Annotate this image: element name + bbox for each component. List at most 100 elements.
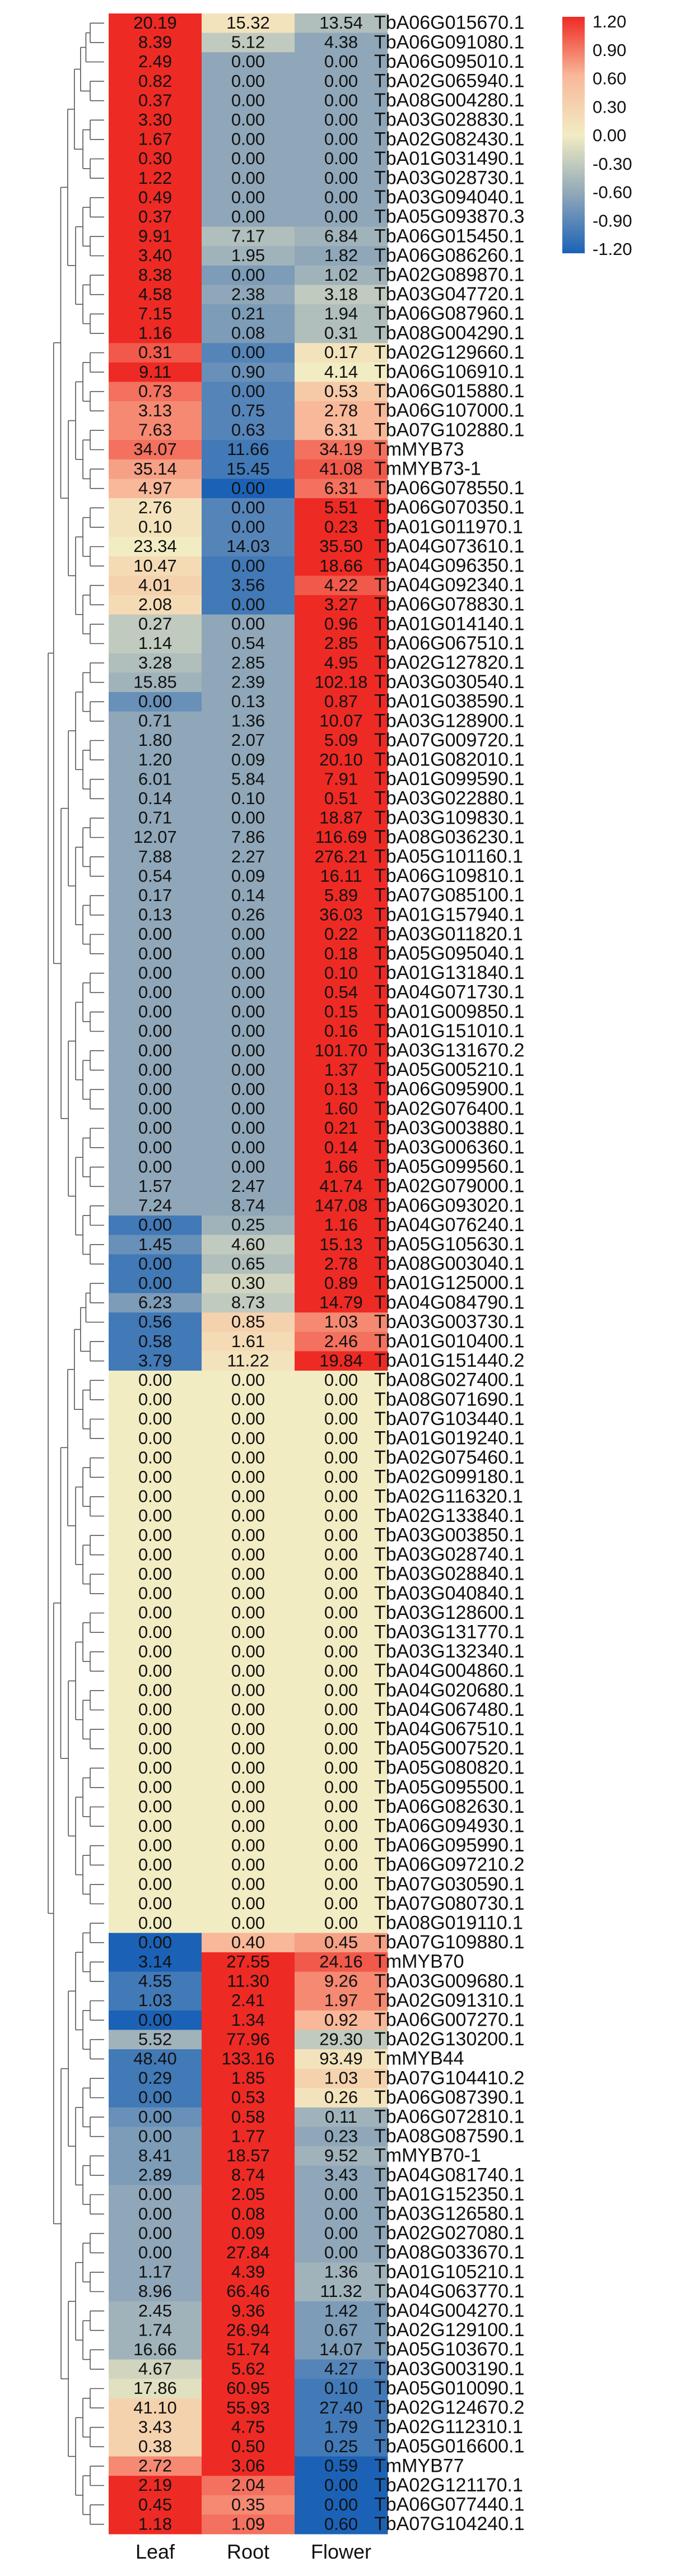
cell-value-label: 0.22 [324, 924, 358, 944]
cell-value-label: 0.26 [324, 2087, 358, 2107]
heatmap-cell [295, 1157, 388, 1177]
heatmap-cell [295, 1041, 388, 1061]
cell-value-label: 7.17 [231, 226, 265, 246]
cell-value-label: 51.74 [226, 2340, 270, 2359]
cell-value-label: 0.75 [231, 401, 265, 420]
heatmap-cell [202, 265, 295, 285]
row-label: TbA02G027080.1 [374, 2222, 524, 2244]
heatmap-cell [295, 33, 388, 53]
cell-value-label: 0.08 [231, 323, 265, 343]
heatmap-cell [202, 672, 295, 693]
heatmap-cell [202, 440, 295, 460]
heatmap-cell [295, 556, 388, 576]
cell-value-label: 0.09 [231, 2223, 265, 2243]
row-label: TbA01G010400.1 [374, 1330, 524, 1352]
cell-value-label: 14.07 [319, 2340, 363, 2359]
cell-value-label: 0.00 [138, 1254, 172, 1273]
heatmap-cell [109, 983, 202, 1003]
cell-value-label: 16.11 [320, 866, 362, 885]
heatmap-cell [202, 1545, 295, 1565]
row-label: TmMYB44 [374, 2048, 464, 2069]
heatmap-cell [295, 2398, 388, 2418]
heatmap-cell [202, 1487, 295, 1507]
cell-value-label: 0.00 [138, 963, 172, 982]
row-label: TbA03G022880.1 [374, 788, 524, 809]
colorbar-tick-label: -0.90 [593, 211, 632, 230]
row-dendrogram [48, 22, 104, 2525]
cell-value-label: 276.21 [315, 847, 368, 866]
cell-value-label: 0.00 [138, 1002, 172, 1022]
heatmap-cell [109, 2417, 202, 2438]
heatmap-cell [202, 1371, 295, 1391]
cell-value-label: 0.00 [138, 1487, 172, 1506]
heatmap-cell [295, 789, 388, 809]
cell-value-label: 0.54 [324, 982, 358, 1002]
cell-value-label: 0.09 [231, 866, 265, 885]
heatmap-cell [295, 1874, 388, 1895]
cell-value-label: 15.13 [319, 1234, 363, 1254]
row-label: TbA06G095010.1 [374, 51, 524, 72]
cell-value-label: 3.28 [138, 653, 172, 672]
row-label: TbA01G009850.1 [374, 1001, 524, 1022]
cell-value-label: 0.67 [324, 2320, 358, 2340]
cell-value-label: 101.70 [315, 1041, 368, 1060]
cell-value-label: 0.00 [138, 1622, 172, 1642]
cell-value-label: 0.00 [138, 1835, 172, 1855]
cell-value-label: 0.00 [231, 1797, 265, 1816]
row-label: TbA05G099560.1 [374, 1156, 524, 1177]
cell-value-label: 0.53 [231, 2087, 265, 2107]
row-label: TbA05G007520.1 [374, 1738, 524, 1759]
colorbar-tick-label: -0.60 [593, 183, 632, 202]
cell-value-label: 0.54 [138, 866, 172, 885]
row-label: TmMYB70 [374, 1951, 464, 1972]
cell-value-label: 8.38 [138, 265, 172, 285]
heatmap-cell [295, 2204, 388, 2224]
heatmap-cell [295, 769, 388, 790]
heatmap-cell [202, 2146, 295, 2166]
cell-value-label: 0.17 [138, 885, 172, 905]
heatmap-cell [202, 1777, 295, 1798]
row-label: TbA08G004290.1 [374, 322, 524, 344]
row-label: TbA06G107000.1 [374, 400, 524, 421]
cell-value-label: 0.16 [324, 1021, 358, 1041]
colorbar-tick-label: 0.90 [593, 40, 626, 60]
heatmap-cell [109, 343, 202, 363]
heatmap-cell [109, 1525, 202, 1545]
heatmap-cell [109, 1254, 202, 1274]
heatmap-cell [202, 1080, 295, 1100]
cell-value-label: 11.32 [320, 2281, 362, 2301]
cell-value-label: 1.20 [138, 750, 172, 769]
heatmap-cell [109, 1118, 202, 1139]
cell-value-label: 7.86 [231, 827, 265, 847]
row-label: TbA02G075460.1 [374, 1447, 524, 1468]
row-label: TbA03G094040.1 [374, 187, 524, 208]
cell-value-label: 1.74 [138, 2320, 172, 2340]
heatmap-cell [295, 2107, 388, 2127]
cell-value-label: 5.51 [324, 498, 358, 517]
row-label: TbA03G009680.1 [374, 1970, 524, 1992]
cell-value-label: 0.82 [138, 71, 172, 91]
cell-value-label: 9.36 [231, 2301, 265, 2320]
cell-value-label: 0.89 [324, 1273, 358, 1293]
heatmap-cell [109, 1913, 202, 1933]
cell-value-label: 0.00 [231, 1738, 265, 1758]
heatmap-cell [202, 1060, 295, 1080]
row-label: TbA05G093870.3 [374, 206, 524, 228]
heatmap-cell [109, 1487, 202, 1507]
heatmap-cell [109, 168, 202, 188]
heatmap-cell [109, 1351, 202, 1371]
cell-value-label: 0.00 [231, 1079, 265, 1099]
row-label: TbA02G130200.1 [374, 2029, 524, 2050]
heatmap-cell [295, 188, 388, 208]
cell-value-label: 1.42 [324, 2301, 358, 2320]
cell-value-label: 6.31 [324, 478, 358, 498]
heatmap-cell [109, 1952, 202, 1972]
heatmap-cell [109, 2224, 202, 2244]
cell-value-label: 13.54 [319, 13, 363, 33]
heatmap-cell [202, 1719, 295, 1739]
heatmap-cell [109, 517, 202, 537]
cell-value-label: 0.00 [324, 1506, 358, 1525]
heatmap-cell [295, 2495, 388, 2515]
cell-value-label: 0.56 [138, 1312, 172, 1331]
heatmap-cell [202, 1565, 295, 1585]
